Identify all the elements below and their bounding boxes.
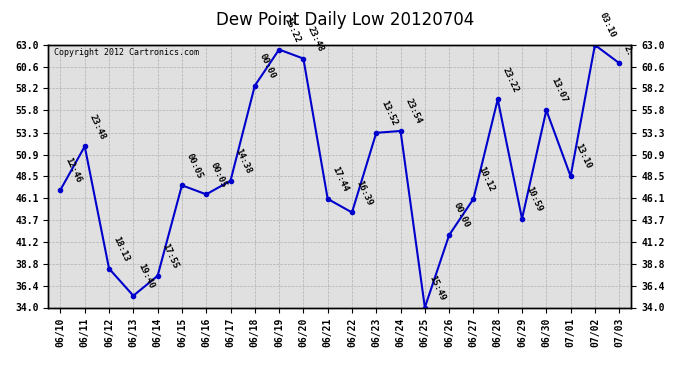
Text: 10:59: 10:59 (525, 185, 544, 213)
Text: 23:48: 23:48 (88, 112, 107, 141)
Text: Copyright 2012 Cartronics.com: Copyright 2012 Cartronics.com (54, 48, 199, 57)
Text: 00:00: 00:00 (257, 52, 277, 80)
Text: 23:48: 23:48 (306, 25, 326, 53)
Text: 2:: 2: (622, 44, 635, 57)
Text: 12:46: 12:46 (63, 156, 83, 184)
Text: 17:44: 17:44 (331, 165, 350, 194)
Text: 13:07: 13:07 (549, 76, 569, 105)
Text: Dew Point Daily Low 20120704: Dew Point Daily Low 20120704 (216, 11, 474, 29)
Text: 23:22: 23:22 (500, 66, 520, 94)
Text: 19:40: 19:40 (136, 262, 156, 290)
Text: 10:12: 10:12 (476, 165, 495, 194)
Text: 03:10: 03:10 (598, 11, 617, 39)
Text: 13:10: 13:10 (573, 142, 593, 171)
Text: 16:39: 16:39 (355, 179, 374, 207)
Text: 18:13: 18:13 (112, 235, 131, 263)
Text: 13:52: 13:52 (379, 99, 399, 127)
Text: 00:00: 00:00 (452, 201, 471, 229)
Text: 23:54: 23:54 (404, 97, 423, 125)
Text: 00:05: 00:05 (185, 152, 204, 180)
Text: 15:22: 15:22 (282, 16, 302, 44)
Text: 14:38: 14:38 (233, 147, 253, 175)
Text: 17:55: 17:55 (160, 242, 180, 270)
Text: 00:05: 00:05 (209, 160, 228, 189)
Text: 15:49: 15:49 (428, 274, 447, 302)
